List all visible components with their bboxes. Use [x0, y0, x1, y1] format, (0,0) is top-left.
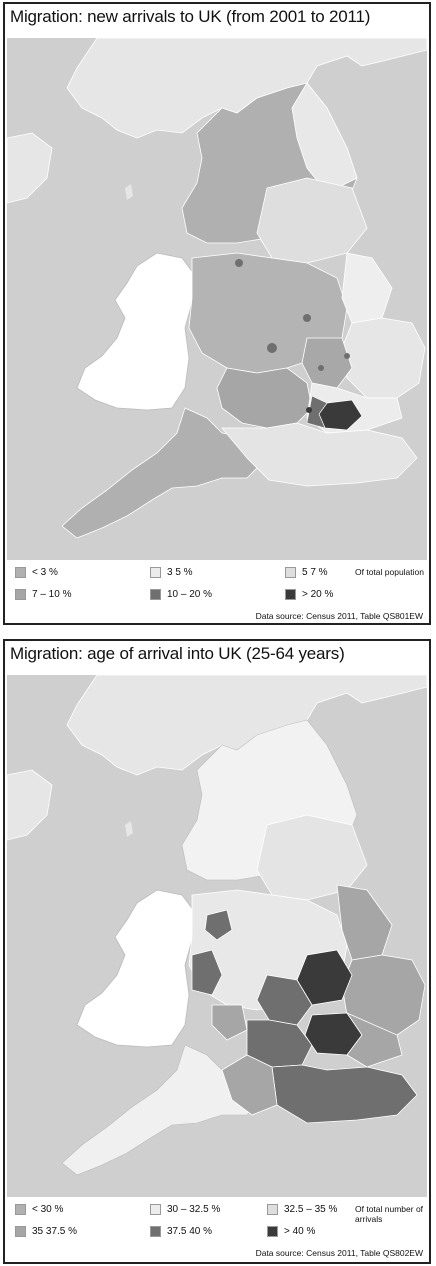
legend-label: 32.5 – 35 %: [284, 1204, 338, 1215]
legend-label: < 30 %: [32, 1204, 64, 1215]
region-london-outer: [306, 395, 328, 429]
region-southeast: [271, 1064, 418, 1124]
legend-label: > 20 %: [302, 589, 334, 600]
legend-label: 5 7 %: [302, 567, 328, 578]
ireland-landmass: [7, 132, 53, 204]
legend-swatch: [267, 1226, 278, 1237]
map-title: Migration: age of arrival into UK (25-64…: [10, 644, 345, 663]
legend-item: 3 5 %: [150, 567, 193, 578]
legend-swatch: [285, 589, 296, 600]
legend-label: > 40 %: [284, 1226, 316, 1237]
city-manchester: [235, 259, 243, 267]
isle-of-man: [125, 821, 133, 837]
legend-swatch: [285, 567, 296, 578]
legend-swatch: [15, 1226, 26, 1237]
legend-item: > 40 %: [267, 1226, 315, 1237]
legend-item: 10 – 20 %: [150, 589, 212, 600]
legend-label: 7 – 10 %: [32, 589, 72, 600]
region-east-anglia: [341, 954, 426, 1036]
legend-swatch: [15, 1204, 26, 1215]
legend-note: Of total number of arrivals: [355, 1204, 424, 1224]
ireland-landmass: [7, 769, 53, 841]
map-title: Migration: new arrivals to UK (from 2001…: [10, 7, 371, 26]
england-wales-map: [7, 38, 427, 560]
choropleth-map: [7, 38, 427, 560]
legend-swatch: [15, 567, 26, 578]
region-southeast: [221, 422, 418, 487]
legend-item: 30 – 32.5 %: [150, 1204, 220, 1215]
legend-swatch: [150, 567, 161, 578]
legend-swatch: [150, 1204, 161, 1215]
legend-item: > 20 %: [285, 589, 333, 600]
legend-item: 37.5 40 %: [150, 1226, 212, 1237]
legend-item: < 3 %: [15, 567, 58, 578]
legend-label: 10 – 20 %: [167, 589, 213, 600]
legend-item: < 30 %: [15, 1204, 63, 1215]
legend-label: 30 – 32.5 %: [167, 1204, 221, 1215]
map-panel-new-arrivals: Migration: new arrivals to UK (from 2001…: [3, 2, 431, 625]
legend-label: 35 37.5 %: [32, 1226, 78, 1237]
legend-label: 37.5 40 %: [167, 1226, 213, 1237]
city-luton: [318, 365, 324, 371]
city-slough: [306, 407, 312, 413]
england-wales-map: [7, 675, 427, 1197]
legend-swatch: [150, 1226, 161, 1237]
legend-label: 3 5 %: [167, 567, 193, 578]
legend-swatch: [267, 1204, 278, 1215]
region-hampshire: [221, 1054, 278, 1116]
legend-label: < 3 %: [32, 567, 58, 578]
isle-of-man: [125, 184, 133, 200]
region-shropshire: [204, 909, 233, 941]
legend-item: 35 37.5 %: [15, 1226, 77, 1237]
legend-swatch: [15, 589, 26, 600]
data-source: Data source: Census 2011, Table QS802EW: [255, 1248, 423, 1258]
legend-note: Of total population: [355, 567, 424, 577]
choropleth-map: [7, 675, 427, 1197]
city-cambridge: [344, 353, 350, 359]
region-east-anglia: [341, 317, 426, 399]
legend-item: 7 – 10 %: [15, 589, 71, 600]
map-panel-age-of-arrival: Migration: age of arrival into UK (25-64…: [3, 639, 431, 1264]
legend-item: 32.5 – 35 %: [267, 1204, 337, 1215]
legend-swatch: [150, 589, 161, 600]
region-gloucester: [211, 1004, 248, 1041]
city-leicester: [303, 314, 311, 322]
data-source: Data source: Census 2011, Table QS801EW: [255, 611, 423, 621]
legend-item: 5 7 %: [285, 567, 328, 578]
city-birmingham: [267, 343, 277, 353]
region-herefordshire: [191, 949, 223, 996]
